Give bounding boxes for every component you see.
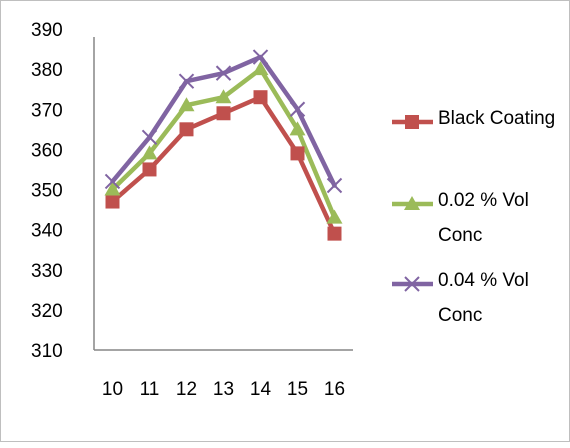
x-tick-label: 14 [250,379,272,400]
data-point-triangle [326,209,343,224]
y-tick-label: 310 [31,341,63,362]
y-tick-label: 390 [31,20,63,41]
data-point-x [289,101,306,117]
legend-label: Black Coating [438,108,555,129]
y-tick-label: 360 [31,140,63,161]
data-point-square [216,106,231,121]
x-tick-label: 12 [176,379,197,400]
x-tick-label: 15 [287,379,308,400]
data-point-x [215,65,232,81]
data-point-square [179,122,194,137]
data-point-square [105,194,120,209]
data-point-x [326,177,343,194]
data-point-x [104,173,121,190]
y-tick-label: 340 [31,221,63,242]
legend-label: 0.04 % Vol [438,270,529,291]
series-markers [104,49,343,241]
data-point-x [252,49,269,65]
x-tick-label: 11 [140,379,160,400]
y-axis-tick-labels: 310 320 330 340 350 360 370 380 390 [31,20,63,362]
y-tick-label: 330 [31,261,63,282]
legend-marker-x [404,276,420,292]
data-point-triangle [215,89,232,104]
y-tick-label: 380 [31,60,63,81]
data-point-square [142,162,157,177]
legend-label: Conc [438,305,482,326]
x-tick-label: 13 [213,379,234,400]
legend-label: Conc [438,225,482,246]
data-point-triangle [252,61,269,76]
data-point-triangle [178,97,195,112]
data-point-triangle [104,181,121,196]
data-point-triangle [141,145,158,160]
legend-marker-triangle [404,196,420,210]
x-tick-label: 16 [324,379,345,400]
data-point-triangle [289,121,306,136]
x-axis-tick-labels: 10 11 12 13 14 15 16 [102,379,345,400]
y-tick-label: 370 [31,100,63,121]
y-tick-label: 320 [31,301,63,322]
data-point-square [253,90,268,105]
data-point-x [141,129,158,146]
legend-marker-square [405,115,419,129]
data-point-square [290,146,305,161]
data-point-x [178,73,195,89]
axes [93,37,353,351]
legend-label: 0.02 % Vol [438,190,529,211]
y-tick-label: 350 [31,181,63,202]
data-point-square [327,226,342,241]
x-tick-label: 10 [102,379,123,400]
series-lines [110,54,337,236]
legend: Black Coating 0.02 % Vol Conc 0.04 % Vol Con… [392,108,555,326]
